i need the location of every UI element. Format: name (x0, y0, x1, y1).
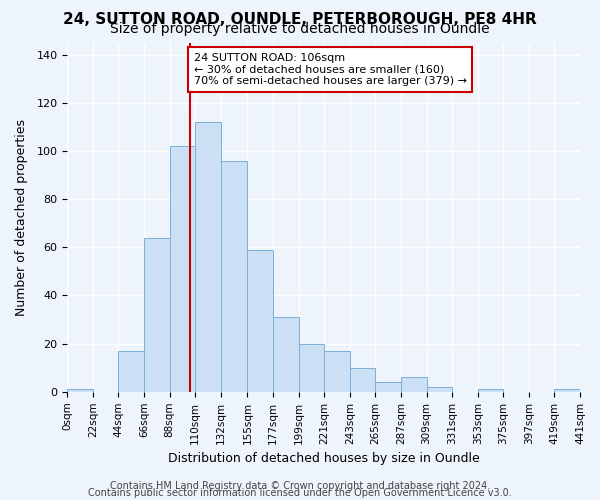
Bar (427, 387, 452, 392)
Bar (376, 382, 401, 392)
X-axis label: Distribution of detached houses by size in Oundle: Distribution of detached houses by size … (168, 452, 479, 465)
Y-axis label: Number of detached properties: Number of detached properties (15, 118, 28, 316)
Bar (118, 351, 144, 392)
Bar (170, 146, 195, 392)
Text: Contains HM Land Registry data © Crown copyright and database right 2024.: Contains HM Land Registry data © Crown c… (110, 481, 490, 491)
Bar (401, 378, 427, 392)
Text: 24, SUTTON ROAD, OUNDLE, PETERBOROUGH, PE8 4HR: 24, SUTTON ROAD, OUNDLE, PETERBOROUGH, P… (63, 12, 537, 26)
Bar (478, 390, 503, 392)
Bar (350, 368, 376, 392)
Text: 24 SUTTON ROAD: 106sqm
← 30% of detached houses are smaller (160)
70% of semi-de: 24 SUTTON ROAD: 106sqm ← 30% of detached… (194, 53, 467, 86)
Bar (273, 317, 299, 392)
Bar (247, 250, 273, 392)
Bar (67, 390, 93, 392)
Bar (144, 238, 170, 392)
Bar (221, 160, 247, 392)
Text: Size of property relative to detached houses in Oundle: Size of property relative to detached ho… (110, 22, 490, 36)
Text: Contains public sector information licensed under the Open Government Licence v3: Contains public sector information licen… (88, 488, 512, 498)
Bar (324, 351, 350, 392)
Bar (554, 390, 580, 392)
Bar (299, 344, 324, 392)
Bar (195, 122, 221, 392)
